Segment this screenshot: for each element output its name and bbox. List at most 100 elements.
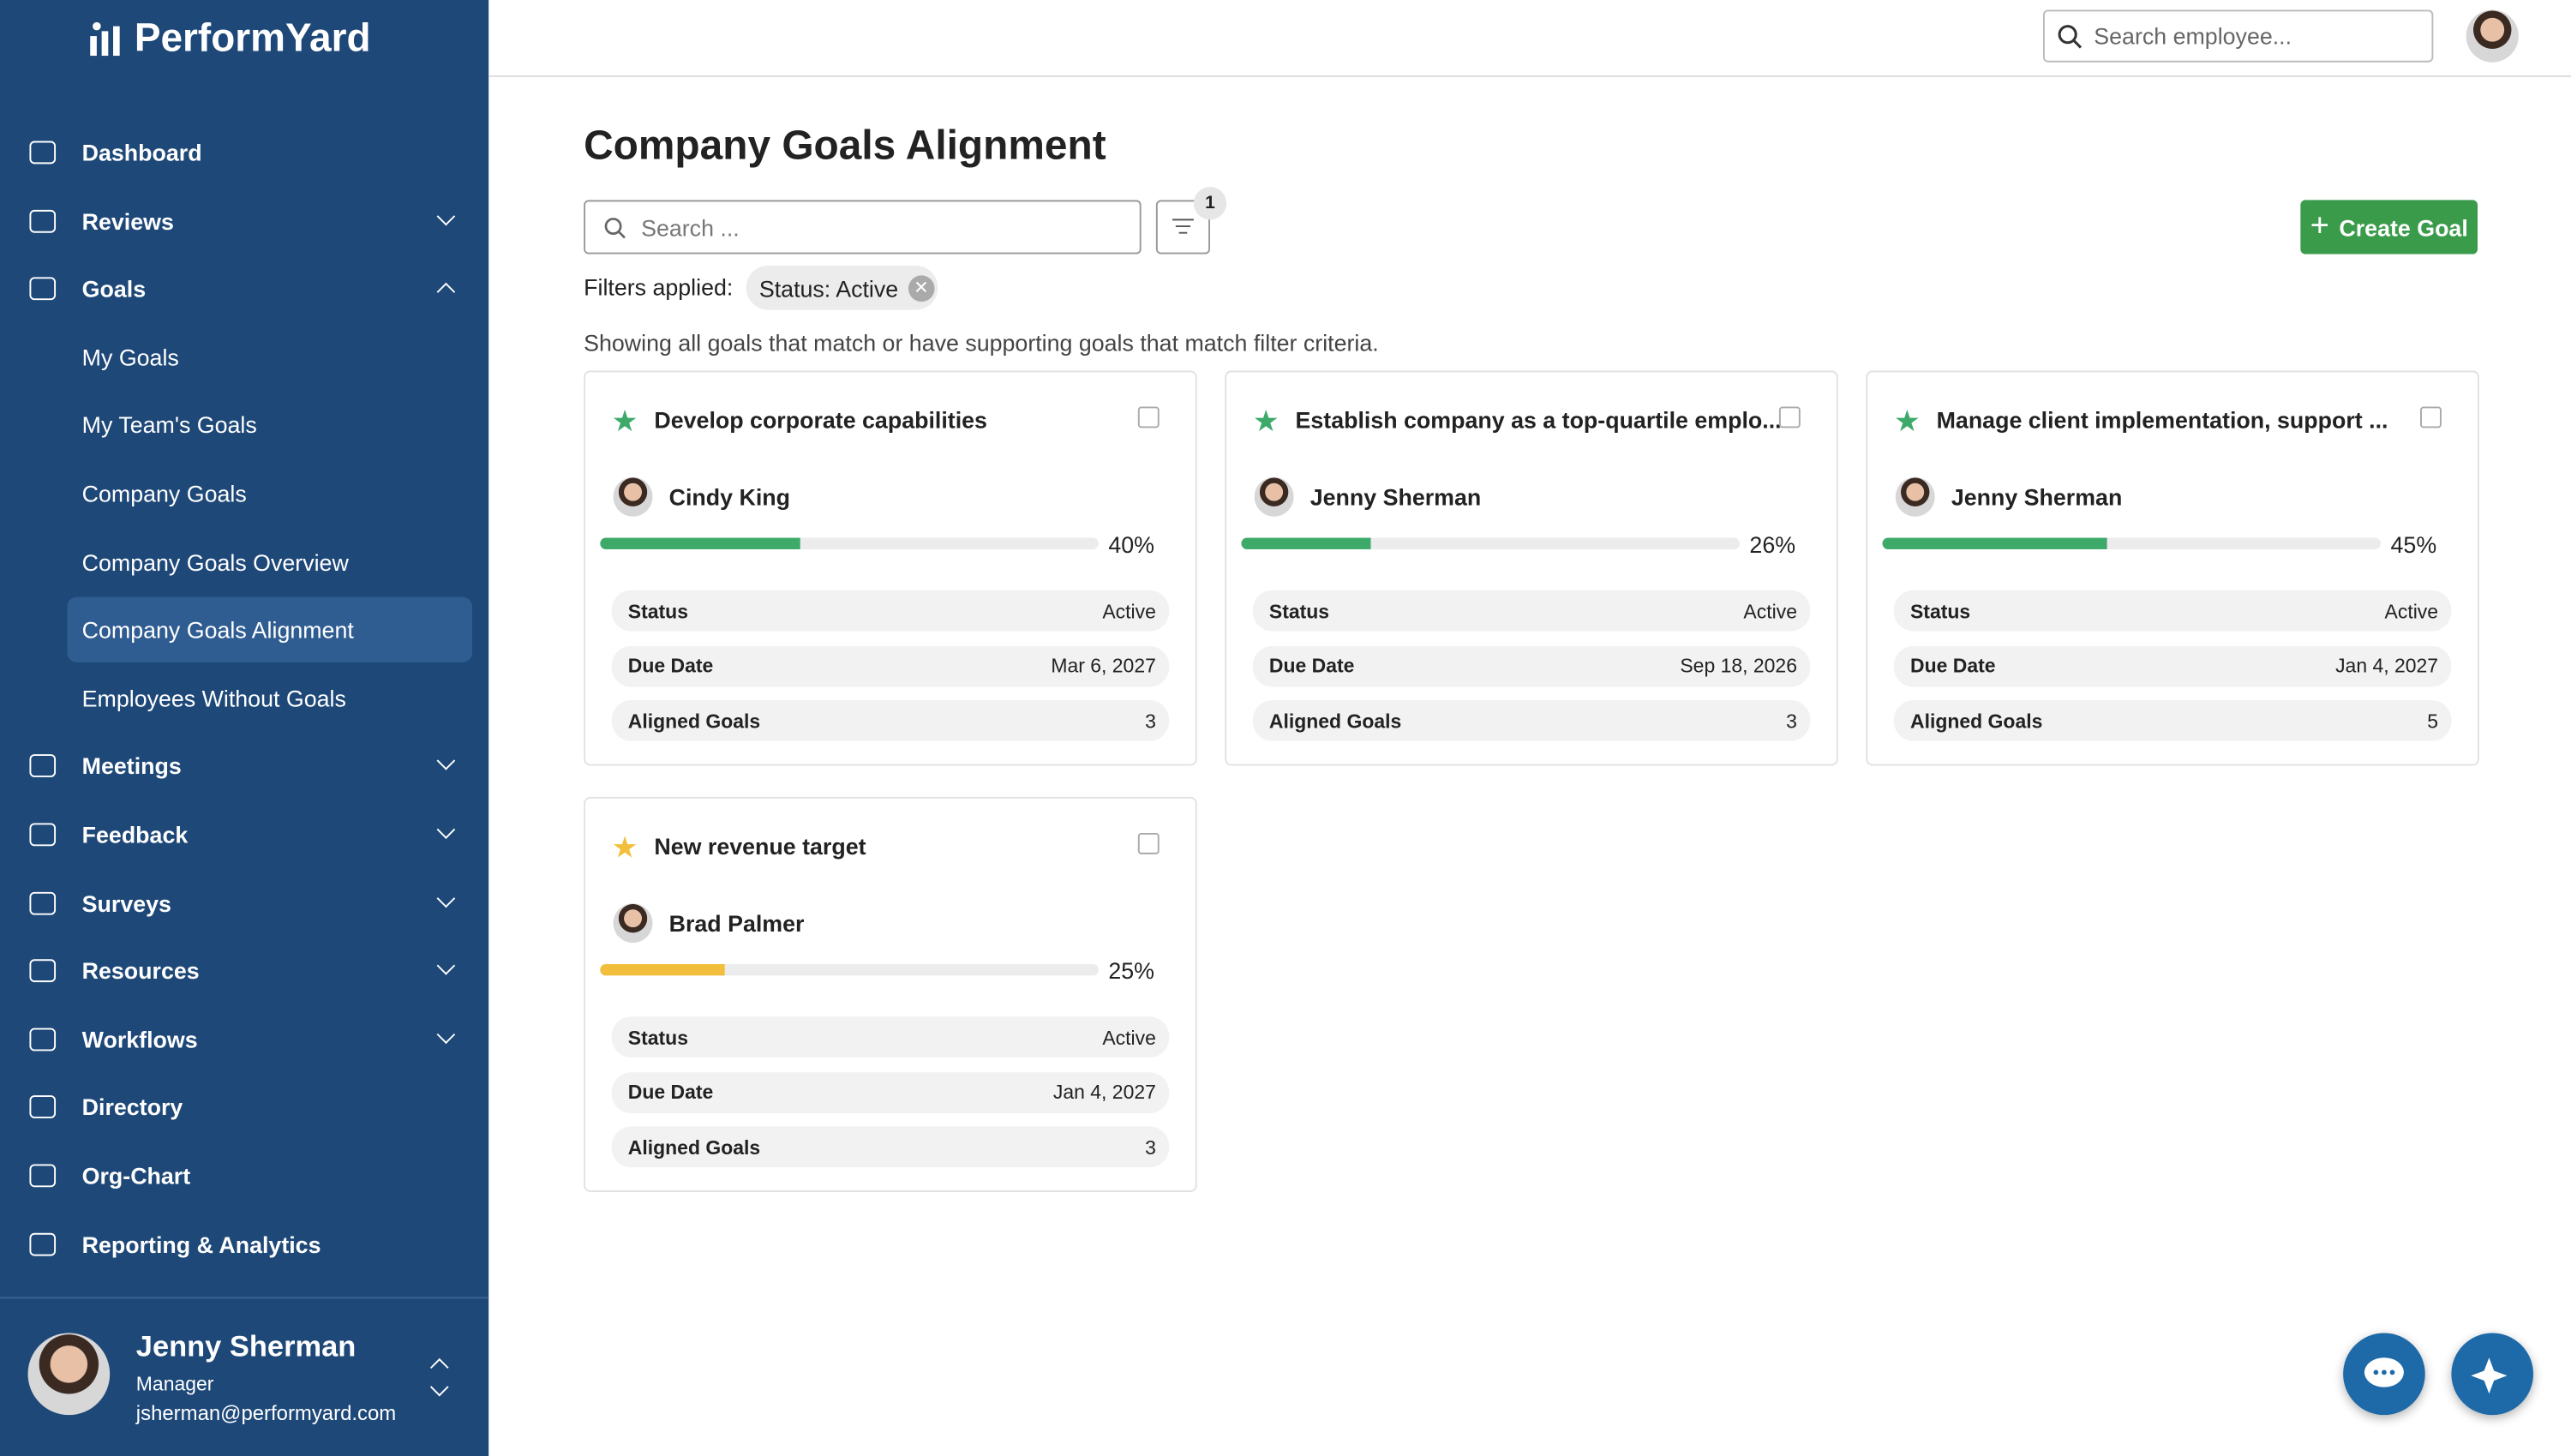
filter-note: Showing all goals that match or have sup… <box>584 329 1379 357</box>
ai-button[interactable] <box>2451 1333 2534 1416</box>
detail-label: Status <box>1268 599 1330 623</box>
open-icon[interactable] <box>1137 406 1160 428</box>
nav-subitem[interactable]: My Team's Goals <box>0 392 488 458</box>
nav-label: Surveys <box>81 890 171 916</box>
create-goal-button[interactable]: + Create Goal <box>2300 200 2478 255</box>
open-icon[interactable] <box>1137 832 1160 854</box>
chat-icon <box>2364 1357 2404 1387</box>
detail-label: Due Date <box>627 654 714 678</box>
sparkle-icon <box>2471 1357 2508 1394</box>
nav-icon <box>29 141 57 165</box>
nav-icon <box>29 959 57 983</box>
detail-value: Mar 6, 2027 <box>1051 654 1156 678</box>
filter-chip[interactable]: Status: Active ✕ <box>746 265 938 310</box>
nav-label: Reviews <box>81 207 174 234</box>
nav-label: Company Goals Alignment <box>81 616 354 644</box>
progress-label: 40% <box>1108 530 1154 558</box>
detail-row: Aligned Goals 3 <box>611 1126 1170 1168</box>
nav-icon <box>29 277 57 301</box>
expand-up[interactable] <box>429 1357 449 1377</box>
nav-item[interactable]: Dashboard <box>0 120 488 186</box>
chevron <box>436 956 456 976</box>
goal-title: Establish company as a top-quartile empl… <box>1295 406 1782 434</box>
detail-row: Status Active <box>1893 590 2452 632</box>
owner-avatar <box>1895 476 1935 517</box>
detail-value: Sep 18, 2026 <box>1680 654 1797 678</box>
user-name: Jenny Sherman <box>135 1329 357 1363</box>
chevron <box>436 888 456 908</box>
nav-item[interactable]: Surveys <box>0 870 488 936</box>
placeholder: Search employee... <box>2094 22 2292 50</box>
filters-label: Filters applied: <box>584 273 734 301</box>
open-icon[interactable] <box>1778 406 1801 428</box>
nav-subitem[interactable]: Company Goals Overview <box>0 529 488 595</box>
star-icon: ★ <box>611 404 638 438</box>
nav-label: Workflows <box>81 1026 198 1052</box>
progress-bar <box>600 964 725 976</box>
nav-item[interactable]: Meetings <box>0 734 488 800</box>
nav-item[interactable]: Workflows <box>0 1006 488 1072</box>
owner-name: Jenny Sherman <box>1951 483 2123 511</box>
expand-down[interactable] <box>429 1377 449 1397</box>
search-icon <box>2058 25 2083 49</box>
star-icon: ★ <box>611 831 638 865</box>
nav-icon <box>29 891 57 914</box>
detail-row: Due Date Sep 18, 2026 <box>1252 644 1811 686</box>
nav-icon <box>29 1232 57 1255</box>
detail-value: Jan 4, 2027 <box>1052 1080 1156 1104</box>
detail-value: 3 <box>1145 709 1156 733</box>
detail-value: 5 <box>2427 709 2439 733</box>
nav-label: Feedback <box>81 821 189 848</box>
goal-title: Develop corporate capabilities <box>654 406 987 434</box>
goal-card[interactable]: ★ New revenue target Brad Palmer 25% Status A… <box>584 796 1197 1192</box>
nav-icon <box>29 1028 57 1052</box>
logo: PerformYard <box>85 16 371 63</box>
detail-row: Due Date Jan 4, 2027 <box>1893 644 2452 686</box>
nav-item[interactable]: Resources <box>0 938 488 1004</box>
goal-search[interactable]: Search ... <box>584 200 1142 255</box>
detail-row: Status Active <box>611 590 1170 632</box>
nav-subitem[interactable]: Company Goals <box>0 461 488 527</box>
star-icon: ★ <box>1252 404 1280 438</box>
nav-item[interactable]: Goals <box>0 256 488 322</box>
nav-subitem[interactable]: Employees Without Goals <box>0 665 488 731</box>
chip-label: Status: Active <box>758 274 899 302</box>
nav-label: Org-Chart <box>81 1162 191 1189</box>
progress-label: 26% <box>1749 530 1796 558</box>
nav-item[interactable]: Feedback <box>0 802 488 868</box>
nav-item[interactable]: Org-Chart <box>0 1143 488 1209</box>
nav-item[interactable]: Reviews <box>0 188 488 254</box>
nav-icon <box>29 754 57 778</box>
progress-track <box>600 964 1099 976</box>
nav-label: Directory <box>81 1093 183 1121</box>
chevron <box>436 1025 456 1044</box>
top-avatar[interactable] <box>2466 9 2519 63</box>
employee-search[interactable]: Search employee... <box>2042 9 2434 63</box>
goal-card[interactable]: ★ Establish company as a top-quartile emp… <box>1225 370 1838 766</box>
nav-label: Dashboard <box>81 139 202 166</box>
chat-button[interactable] <box>2343 1333 2425 1416</box>
owner-avatar <box>613 903 653 944</box>
user-avatar <box>27 1333 111 1416</box>
chevron <box>436 820 456 839</box>
chip-remove[interactable]: ✕ <box>908 274 935 302</box>
filter-badge: 1 <box>1193 187 1227 220</box>
detail-label: Status <box>1909 599 1971 623</box>
progress-track <box>1241 537 1741 549</box>
detail-value: Jan 4, 2027 <box>2335 654 2439 678</box>
nav-subitem[interactable]: My Goals <box>0 324 488 390</box>
detail-row: Due Date Jan 4, 2027 <box>611 1071 1170 1113</box>
detail-row: Status Active <box>1252 590 1811 632</box>
nav-item[interactable]: Directory <box>0 1075 488 1141</box>
goal-card[interactable]: ★ Manage client implementation, support .… <box>1866 370 2479 766</box>
goal-title: New revenue target <box>654 832 866 860</box>
detail-row: Aligned Goals 5 <box>1893 699 2452 741</box>
topbar-border <box>488 75 2571 77</box>
progress-bar <box>600 537 800 549</box>
open-icon[interactable] <box>2420 406 2442 428</box>
star-icon: ★ <box>1893 404 1921 438</box>
nav-subitem[interactable]: Company Goals Alignment <box>67 596 473 663</box>
goal-card[interactable]: ★ Develop corporate capabilities Cindy Kin… <box>584 370 1197 766</box>
nav-item[interactable]: Reporting & Analytics <box>0 1211 488 1277</box>
filter-button[interactable] <box>1155 200 1211 255</box>
